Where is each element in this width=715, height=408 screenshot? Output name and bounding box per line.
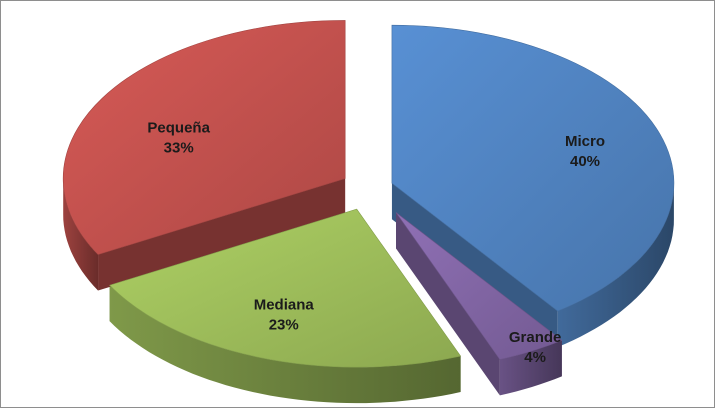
slice-label-grande: Grande (509, 329, 562, 346)
slice-wall-grande (396, 212, 500, 396)
pie-slice-mediana (109, 208, 462, 368)
pie-slice-grande (395, 212, 563, 360)
slice-percent-mediana: 23% (269, 316, 299, 333)
slice-label-mediana: Mediana (254, 296, 315, 313)
slice-rim-micro (557, 183, 674, 347)
slice-percent-grande: 4% (524, 349, 546, 366)
slice-label-micro: Micro (565, 133, 605, 150)
slice-rim-mediana (109, 285, 461, 404)
slice-percent-micro: 40% (570, 153, 600, 170)
slice-label-pequena: Pequeña (147, 120, 210, 137)
pie-slice-micro (391, 24, 675, 312)
slice-rim-pequena (63, 178, 99, 291)
slice-wall-pequena (98, 178, 346, 291)
pie-slice-pequena (62, 20, 346, 255)
slice-rim-grande (499, 340, 562, 396)
slice-percent-pequena: 33% (164, 140, 194, 157)
